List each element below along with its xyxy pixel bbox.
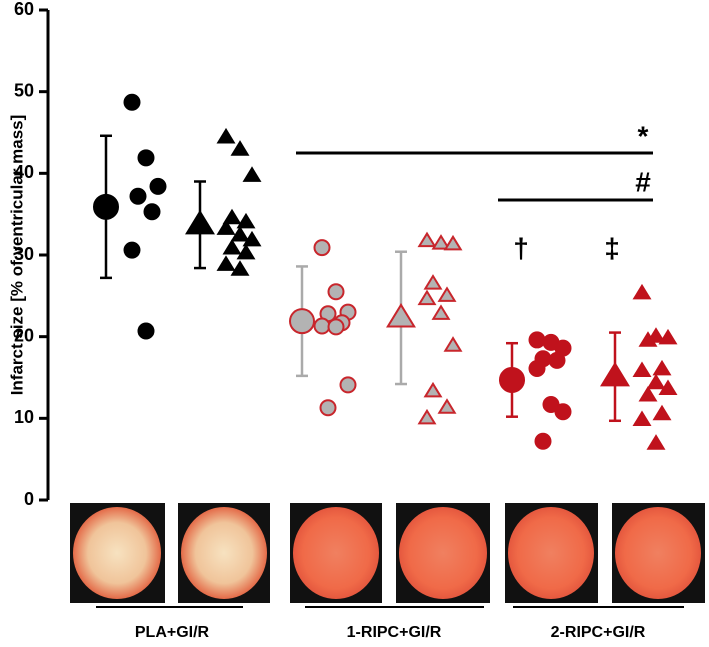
data-point — [313, 317, 331, 335]
data-point — [123, 93, 141, 111]
data-point — [143, 203, 161, 221]
data-point — [313, 239, 331, 257]
mean-marker — [93, 193, 119, 220]
data-point — [437, 398, 457, 414]
data-point — [216, 127, 236, 144]
annotation: † — [513, 232, 529, 263]
annotation: * — [638, 120, 649, 151]
data-point — [137, 149, 155, 167]
data-point — [242, 230, 262, 247]
data-point — [548, 351, 566, 369]
data-point — [149, 177, 167, 195]
data-point — [534, 432, 552, 450]
data-point — [443, 336, 463, 352]
data-point — [437, 286, 457, 302]
data-point — [431, 234, 451, 250]
data-point — [646, 434, 666, 450]
mean-marker — [386, 303, 416, 328]
y-tick-label: 60 — [14, 0, 34, 19]
y-tick-label: 20 — [14, 325, 34, 345]
data-point — [638, 385, 658, 402]
y-axis-label: Infarct size [% of ventricular mass] — [7, 115, 26, 396]
data-point — [632, 361, 652, 378]
data-point — [423, 381, 443, 398]
data-point — [638, 331, 658, 347]
data-point — [327, 283, 345, 301]
y-tick-label: 30 — [14, 244, 34, 264]
data-point — [554, 403, 572, 421]
data-point — [652, 404, 672, 421]
y-tick-label: 40 — [14, 162, 34, 182]
y-tick-label: 10 — [14, 407, 34, 427]
group-label: PLA+GI/R — [135, 624, 210, 641]
data-point — [123, 241, 141, 259]
data-point — [230, 260, 250, 276]
data-point — [417, 231, 437, 248]
data-point — [652, 359, 672, 376]
y-tick-label: 0 — [24, 489, 34, 509]
mean-marker — [600, 361, 630, 387]
data-point — [417, 289, 437, 306]
data-point — [230, 225, 250, 242]
data-point — [542, 395, 560, 413]
group-label: 1-RIPC+GI/R — [347, 624, 442, 641]
data-point — [632, 410, 652, 427]
data-point — [129, 187, 147, 205]
y-tick-label: 50 — [14, 80, 34, 100]
data-point — [658, 379, 678, 395]
data-point — [431, 304, 451, 320]
data-point — [236, 212, 256, 229]
data-point — [216, 219, 236, 235]
data-point — [137, 322, 155, 340]
data-point — [423, 274, 443, 290]
annotation: ‡ — [604, 232, 620, 263]
mean-marker — [185, 209, 215, 235]
data-point — [417, 408, 437, 425]
data-point — [658, 328, 678, 345]
data-point — [327, 318, 345, 336]
data-point — [216, 255, 236, 271]
data-point — [230, 140, 250, 156]
data-point — [646, 373, 666, 390]
data-point — [319, 399, 337, 417]
data-point — [242, 166, 262, 182]
mean-marker — [289, 308, 315, 335]
data-point — [443, 234, 463, 251]
mean-marker — [499, 366, 525, 393]
data-point — [632, 283, 652, 300]
data-point — [222, 238, 242, 255]
data-point — [528, 360, 546, 378]
data-point — [222, 208, 242, 225]
group-label: 2-RIPC+GI/R — [551, 624, 646, 641]
heart-photos — [70, 503, 705, 603]
annotation: # — [635, 166, 651, 197]
data-point — [339, 376, 357, 394]
data-point — [528, 331, 546, 349]
data-point — [236, 243, 256, 260]
